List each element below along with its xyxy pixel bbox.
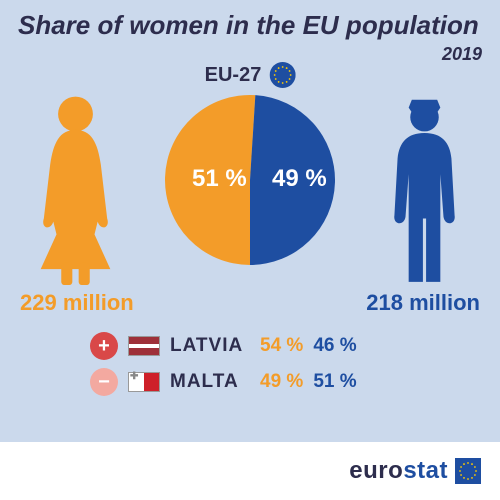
eu-flag-icon bbox=[269, 62, 295, 88]
country-female-pct: 49 % bbox=[260, 371, 303, 393]
plus-icon: + bbox=[90, 332, 118, 360]
brand-logo: eurostat bbox=[349, 457, 448, 485]
flag-icon bbox=[128, 336, 160, 356]
brand-suffix: stat bbox=[403, 457, 448, 484]
country-male-pct: 46 % bbox=[313, 335, 356, 357]
country-name: LATVIA bbox=[170, 335, 250, 357]
minus-icon: − bbox=[90, 368, 118, 396]
region-label: EU-27 bbox=[205, 62, 296, 88]
footer: eurostat bbox=[0, 442, 500, 500]
infographic-canvas: Share of women in the EU population 2019… bbox=[0, 0, 500, 500]
region-text: EU-27 bbox=[205, 64, 262, 87]
flag-icon: ✚ bbox=[128, 372, 160, 392]
country-row: −✚ MALTA 49 % 51 % bbox=[90, 368, 357, 396]
pie-female-pct: 51 % bbox=[192, 165, 247, 193]
country-row: + LATVIA 54 % 46 % bbox=[90, 332, 357, 360]
brand-prefix: euro bbox=[349, 457, 403, 484]
country-list: + LATVIA 54 % 46 % −✚ MALTA 49 % 51 % bbox=[90, 332, 357, 396]
man-icon bbox=[377, 95, 472, 285]
male-count: 218 million bbox=[366, 290, 480, 316]
country-name: MALTA bbox=[170, 371, 250, 393]
country-male-pct: 51 % bbox=[313, 371, 356, 393]
female-count: 229 million bbox=[20, 290, 134, 316]
year-label: 2019 bbox=[442, 44, 482, 65]
country-female-pct: 54 % bbox=[260, 335, 303, 357]
eu-logo-box bbox=[454, 457, 482, 485]
woman-icon bbox=[28, 95, 123, 285]
pie-male-pct: 49 % bbox=[272, 165, 327, 193]
page-title: Share of women in the EU population bbox=[18, 10, 479, 41]
